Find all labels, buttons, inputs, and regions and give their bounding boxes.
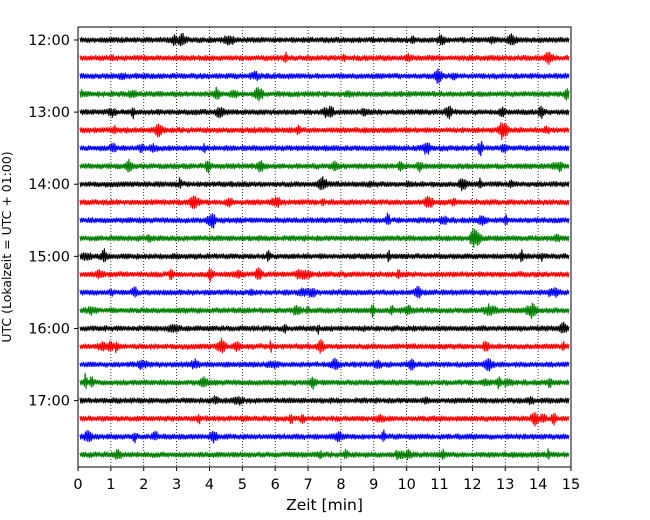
- trace-1345: [79, 158, 570, 174]
- x-tick-label: 15: [562, 477, 580, 493]
- trace-1300: [79, 105, 570, 120]
- trace-1445: [79, 228, 570, 248]
- trace-1245: [79, 86, 570, 102]
- trace-1545: [79, 302, 570, 320]
- trace-1630: [79, 357, 570, 372]
- trace-1230: [79, 68, 570, 84]
- y-tick-label: 17:00: [28, 394, 70, 410]
- y-axis: 12:00 13:00 14:00 15:00 16:00 17:00: [28, 33, 78, 410]
- x-tick-label: 1: [106, 477, 115, 493]
- grid-lines: [110, 27, 539, 467]
- trace-1715: [79, 412, 570, 427]
- trace-layer: [79, 32, 570, 461]
- trace-1700: [79, 395, 570, 406]
- trace-1645: [79, 372, 570, 390]
- trace-1200: [79, 32, 570, 47]
- trace-1215: [79, 51, 570, 65]
- trace-1745: [79, 448, 570, 461]
- x-tick-label: 10: [397, 477, 415, 493]
- x-tick-label: 3: [172, 477, 181, 493]
- trace-1330: [79, 140, 570, 157]
- x-tick-label: 5: [238, 477, 247, 493]
- x-tick-label: 4: [205, 477, 214, 493]
- x-tick-label: 12: [463, 477, 481, 493]
- trace-1400: [79, 176, 570, 192]
- y-tick-label: 14:00: [28, 177, 70, 193]
- trace-1530: [79, 285, 570, 299]
- x-tick-label: 14: [529, 477, 547, 493]
- y-tick-label: 15:00: [28, 249, 70, 265]
- x-axis-label: Zeit [min]: [286, 496, 363, 514]
- trace-1600: [79, 321, 570, 335]
- y-tick-label: 16:00: [28, 321, 70, 337]
- y-axis-label: UTC (Lokalzeit = UTC + 01:00): [0, 151, 14, 342]
- trace-1615: [79, 337, 570, 354]
- plot-frame: [77, 26, 572, 468]
- trace-1515: [79, 267, 570, 283]
- x-tick-label: 2: [139, 477, 148, 493]
- trace-1730: [79, 429, 570, 444]
- y-tick-label: 13:00: [28, 105, 70, 121]
- x-axis: 0 1 2 3 4 5 6 7 8 9 10 11 12 13 14 15: [73, 467, 580, 493]
- x-tick-label: 8: [336, 477, 345, 493]
- trace-1315: [79, 122, 570, 141]
- trace-1500: [79, 248, 570, 263]
- x-tick-label: 11: [430, 477, 448, 493]
- x-tick-label: 6: [271, 477, 280, 493]
- x-tick-label: 0: [73, 477, 82, 493]
- x-tick-label: 9: [369, 477, 378, 493]
- x-tick-label: 7: [303, 477, 312, 493]
- x-tick-label: 13: [496, 477, 514, 493]
- trace-1415: [79, 195, 570, 210]
- trace-1430: [79, 212, 570, 229]
- y-tick-label: 12:00: [28, 33, 70, 49]
